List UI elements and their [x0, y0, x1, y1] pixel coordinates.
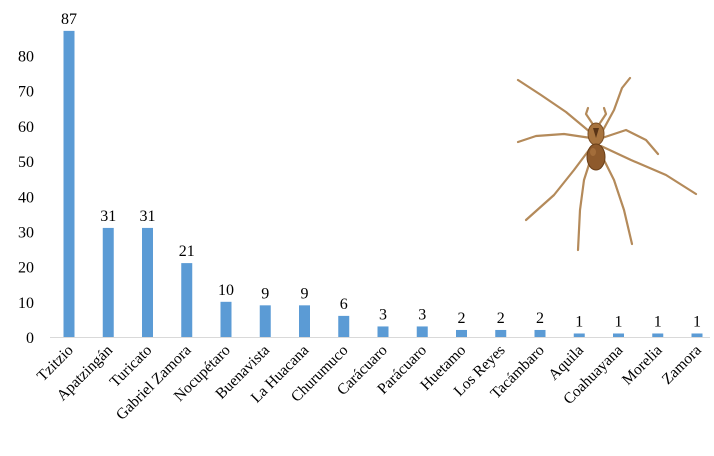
- bar: [259, 305, 271, 337]
- data-label: 21: [179, 243, 195, 260]
- data-label: 9: [261, 285, 269, 302]
- bar: [377, 326, 389, 337]
- data-label: 1: [693, 313, 701, 330]
- y-tick-label: 40: [18, 189, 34, 206]
- bar: [613, 333, 624, 337]
- bar: [142, 227, 153, 337]
- data-label: 9: [301, 285, 309, 302]
- y-tick-label: 70: [18, 84, 34, 101]
- data-label: 1: [615, 313, 623, 330]
- bar: [573, 333, 585, 337]
- data-label: 2: [536, 310, 544, 327]
- data-label: 2: [497, 310, 505, 327]
- data-label: 6: [340, 296, 348, 313]
- data-label: 31: [100, 208, 116, 225]
- y-tick-label: 20: [18, 260, 34, 277]
- data-label: 1: [654, 313, 662, 330]
- y-tick-label: 30: [18, 224, 34, 241]
- bar: [102, 227, 114, 337]
- data-label: 10: [218, 282, 234, 299]
- spider-icon: [516, 76, 698, 252]
- bar: [299, 305, 310, 337]
- data-label: 31: [140, 208, 156, 225]
- category-label: Zamora: [659, 342, 705, 388]
- y-axis-ticks: 0 10 20 30 40 50 60 70 80: [18, 49, 34, 348]
- bar: [534, 329, 546, 337]
- bar: [181, 263, 193, 337]
- y-tick-label: 50: [18, 154, 34, 171]
- y-tick-label: 0: [26, 330, 34, 347]
- bar: [456, 329, 467, 337]
- y-tick-label: 80: [18, 49, 34, 66]
- bar: [495, 329, 507, 337]
- category-label: Morelia: [619, 342, 666, 389]
- bar: [652, 333, 664, 337]
- bar: [63, 30, 75, 338]
- bar: [220, 301, 232, 337]
- y-tick-label: 60: [18, 119, 34, 136]
- bar: [416, 326, 428, 337]
- data-label: 3: [379, 306, 387, 323]
- bars: [63, 30, 703, 338]
- data-label: 87: [61, 11, 77, 28]
- bar: [338, 315, 350, 337]
- bar: [691, 333, 703, 337]
- data-label: 2: [458, 310, 466, 327]
- y-tick-label: 10: [18, 295, 34, 312]
- data-label: 1: [575, 313, 583, 330]
- data-label: 3: [418, 306, 426, 323]
